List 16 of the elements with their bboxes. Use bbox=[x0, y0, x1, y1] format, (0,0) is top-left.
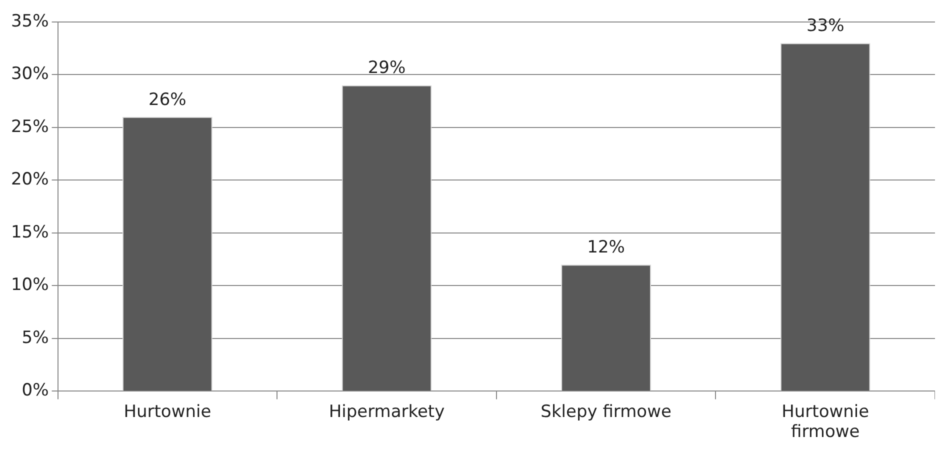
y-tick-label: 25% bbox=[10, 116, 49, 137]
y-tick-label: 0% bbox=[22, 380, 49, 401]
y-tick-label: 15% bbox=[10, 222, 49, 242]
data-label: 26% bbox=[148, 90, 186, 110]
y-tick-label: 30% bbox=[10, 64, 49, 84]
data-label: 29% bbox=[368, 58, 406, 78]
data-label: 12% bbox=[587, 238, 625, 258]
y-tick-label: 10% bbox=[10, 275, 49, 296]
y-tick-label: 5% bbox=[22, 328, 49, 348]
x-tick-label: Hurtownie bbox=[124, 402, 212, 422]
x-tick-label: Hipermarkety bbox=[328, 402, 445, 422]
x-tick-label: Sklepy firmowe bbox=[540, 402, 672, 422]
x-tick-label: Hurtownie firmowe bbox=[782, 402, 870, 442]
y-tick-label: 20% bbox=[10, 170, 49, 190]
y-tick-label: 35% bbox=[10, 11, 49, 32]
data-label: 33% bbox=[806, 16, 844, 36]
